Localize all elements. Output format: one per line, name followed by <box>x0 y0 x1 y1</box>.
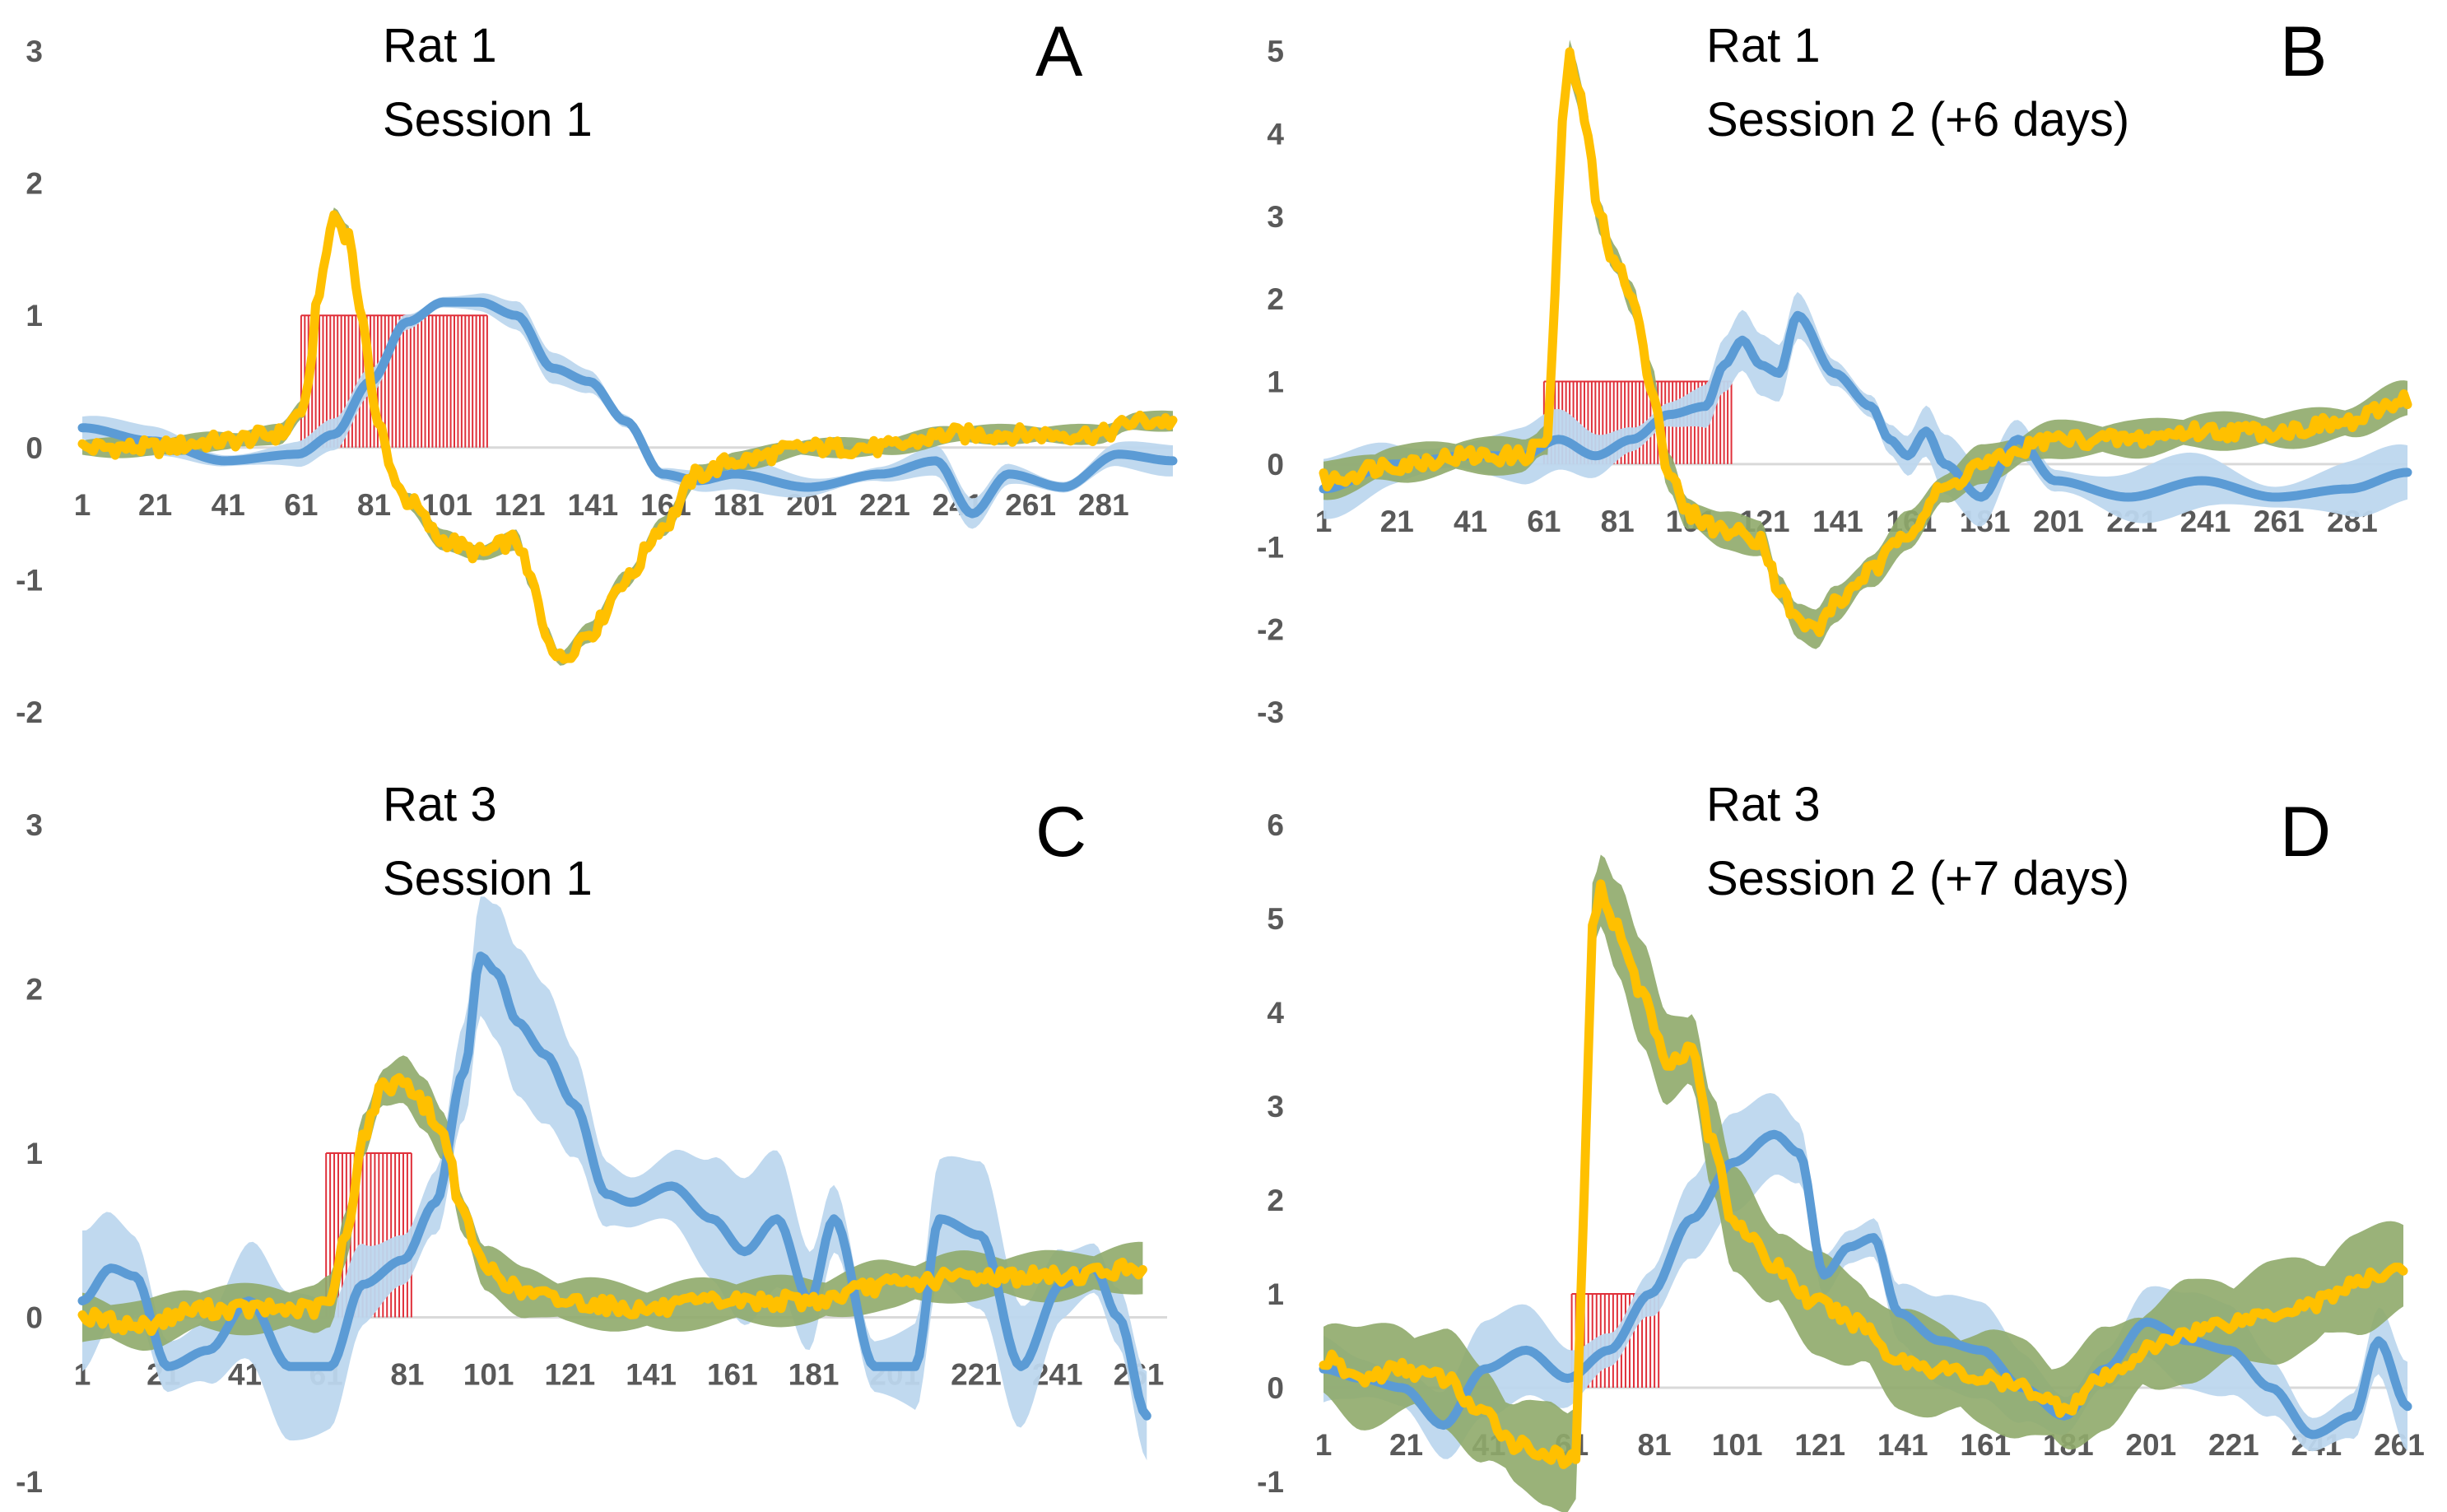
panel-B-title-line2: Session 2 (+6 days) <box>1706 93 2129 147</box>
panel-B: Rat 1 Session 2 (+6 days) B 543210-1-2-3… <box>1257 12 2412 729</box>
panel-D-y-tick-label: 5 <box>1267 902 1284 936</box>
panel-A-y-tick-label: 3 <box>26 35 43 68</box>
panel-A-y-tick-label: 0 <box>26 431 43 465</box>
panel-D-x-tick-label: 201 <box>2125 1428 2176 1462</box>
panel-A-x-tick-label: 61 <box>284 488 318 522</box>
panel-A-y-tick-label: -2 <box>16 696 43 729</box>
panel-B-y-tick-label: 5 <box>1267 35 1284 68</box>
panel-C-x-tick-label: 101 <box>463 1358 514 1392</box>
panel-D-x-tick-label: 221 <box>2208 1428 2259 1462</box>
panel-D-blue-error-band <box>1324 1093 2407 1459</box>
panel-C-x-tick-label: 121 <box>544 1358 595 1392</box>
panel-A-x-tick-label: 21 <box>138 488 172 522</box>
panel-D-letter: D <box>2280 793 2331 872</box>
panel-B-y-tick-label: 3 <box>1267 200 1284 234</box>
panel-D-y-tick-label: 4 <box>1267 996 1284 1030</box>
panel-C-yellow-series-line <box>77 1072 1147 1337</box>
panel-B-x-tick-label: 261 <box>2254 505 2305 538</box>
panel-B-x-tick-label: 41 <box>1454 505 1487 538</box>
panel-D-x-tick-label: 81 <box>1638 1428 1672 1462</box>
panel-B-x-tick-label: 81 <box>1601 505 1635 538</box>
panel-D-y-tick-label: 1 <box>1267 1277 1284 1311</box>
panel-A-x-tick-label: 181 <box>714 488 765 522</box>
panel-A-x-tick-label: 81 <box>357 488 391 522</box>
panel-C: Rat 3 Session 1 C 3210-11214161811011211… <box>16 778 1167 1499</box>
panel-A-x-tick-label: 141 <box>568 488 619 522</box>
panel-C-title-line1: Rat 3 <box>383 778 497 831</box>
panel-D-y-tick-label: 2 <box>1267 1184 1284 1217</box>
panel-D-y-tick-label: 0 <box>1267 1371 1284 1405</box>
panel-A-title-line1: Rat 1 <box>383 19 497 72</box>
panel-D-x-tick-label: 101 <box>1712 1428 1763 1462</box>
panel-D-x-tick-label: 121 <box>1794 1428 1845 1462</box>
panel-A-x-tick-label: 221 <box>859 488 910 522</box>
panel-B-y-tick-label: -1 <box>1257 530 1284 564</box>
panel-B-x-tick-label: 141 <box>1812 505 1863 538</box>
panel-C-x-tick-label: 81 <box>390 1358 424 1392</box>
panel-B-y-tick-label: 2 <box>1267 282 1284 316</box>
panel-C-blue-series-line <box>77 951 1151 1421</box>
panel-C-x-tick-label: 181 <box>789 1358 840 1392</box>
panel-C-plot: 3210-11214161811011211411611812012212412… <box>16 808 1167 1499</box>
panel-D-x-tick-label: 141 <box>1877 1428 1928 1462</box>
panel-A-blue-series-line <box>77 297 1178 519</box>
panel-C-y-tick-label: 2 <box>26 973 43 1007</box>
panel-D-blue-series-line <box>1319 1129 2412 1440</box>
panel-C-y-tick-label: 0 <box>26 1301 43 1335</box>
panel-C-x-tick-label: 141 <box>626 1358 677 1392</box>
panel-B-yellow-series-line <box>1319 47 2412 637</box>
panel-A-y-tick-label: 1 <box>26 299 43 333</box>
panel-D-x-tick-label: 21 <box>1389 1428 1423 1462</box>
panel-A-x-tick-label: 41 <box>212 488 245 522</box>
panel-D-title-line1: Rat 3 <box>1706 778 1821 831</box>
panel-B-y-tick-label: 1 <box>1267 365 1284 399</box>
panel-A-y-tick-label: 2 <box>26 167 43 201</box>
panel-B-y-tick-label: 4 <box>1267 117 1284 151</box>
panel-D-yellow-series-line <box>1319 879 2408 1469</box>
panel-C-y-tick-label: 1 <box>26 1137 43 1170</box>
panel-A-x-tick-label: 261 <box>1005 488 1056 522</box>
panel-D-title-line2: Session 2 (+7 days) <box>1706 852 2129 905</box>
panel-A-letter: A <box>1035 12 1083 91</box>
panel-D-plot: 6543210-11214161811011211411611812012212… <box>1257 808 2425 1512</box>
panel-A-x-tick-label: 281 <box>1078 488 1129 522</box>
panel-B-y-tick-label: 0 <box>1267 448 1284 482</box>
panel-B-plot: 543210-1-2-31214161811011211411611812012… <box>1257 35 2412 729</box>
panel-A-y-tick-label: -1 <box>16 563 43 597</box>
panel-A-yellow-series-line <box>77 210 1178 664</box>
panel-D-y-tick-label: 3 <box>1267 1090 1284 1124</box>
panel-B-y-tick-label: -2 <box>1257 613 1284 647</box>
panel-D-y-tick-label: 6 <box>1267 808 1284 842</box>
panel-D-y-tick-label: -1 <box>1257 1465 1284 1499</box>
panel-C-letter: C <box>1035 793 1086 872</box>
panel-D-green-error-band <box>1324 854 2403 1512</box>
panel-C-title-line2: Session 1 <box>383 852 593 905</box>
panel-C-x-tick-label: 221 <box>951 1358 1002 1392</box>
panel-A-x-tick-label: 1 <box>74 488 91 522</box>
panel-D-x-tick-label: 1 <box>1315 1428 1333 1462</box>
panel-C-y-tick-label: -1 <box>16 1465 43 1499</box>
panel-B-y-tick-label: -3 <box>1257 696 1284 729</box>
panel-C-green-error-band <box>82 1055 1143 1351</box>
panel-A-x-tick-label: 121 <box>495 488 546 522</box>
panel-B-x-tick-label: 61 <box>1527 505 1561 538</box>
panel-A-plot: 3210-1-212141618110112114116118120122124… <box>16 35 1178 729</box>
panel-C-y-tick-label: 3 <box>26 808 43 842</box>
panel-B-letter: B <box>2280 12 2327 91</box>
panel-B-x-tick-label: 21 <box>1380 505 1414 538</box>
panel-B-x-tick-label: 201 <box>2033 505 2084 538</box>
panel-B-title-line1: Rat 1 <box>1706 19 1821 72</box>
panel-C-x-tick-label: 161 <box>707 1358 758 1392</box>
panel-A-title-line2: Session 1 <box>383 93 593 147</box>
